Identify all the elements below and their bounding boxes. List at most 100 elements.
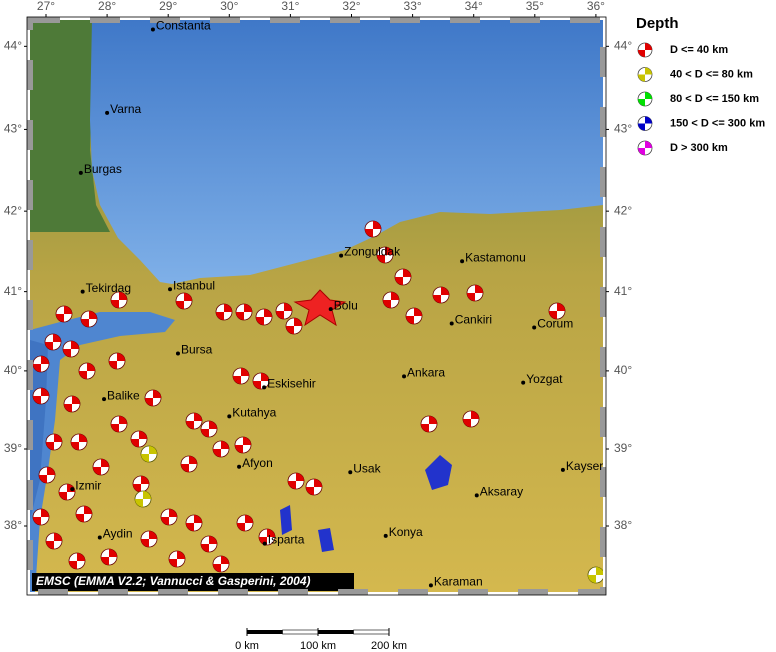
scale-label: 200 km bbox=[371, 640, 407, 652]
city-dot bbox=[97, 535, 102, 540]
beachball bbox=[110, 415, 128, 433]
beachball bbox=[38, 466, 56, 484]
beachball bbox=[200, 420, 218, 438]
city-label: Corum bbox=[537, 317, 573, 331]
city-dot bbox=[449, 321, 454, 326]
scale-segment bbox=[282, 629, 319, 635]
lat-tick-label: 42° bbox=[4, 203, 22, 217]
lat-tick-label: 44° bbox=[4, 38, 22, 52]
city-label: Karaman bbox=[434, 575, 483, 589]
legend-swatch bbox=[638, 43, 652, 57]
city-label: Cankiri bbox=[455, 313, 492, 327]
scale-segment bbox=[247, 630, 283, 634]
lat-tick-label: 39° bbox=[614, 441, 632, 455]
legend-swatch bbox=[638, 67, 652, 82]
beachball bbox=[305, 478, 323, 496]
land-north bbox=[30, 20, 110, 232]
beachball bbox=[144, 389, 162, 407]
city-dot bbox=[175, 351, 180, 356]
beachball bbox=[75, 505, 93, 523]
credit: EMSC (EMMA V2.2; Vannucci & Gasperini, 2… bbox=[36, 574, 311, 588]
city-label: Zonguldak bbox=[344, 245, 401, 259]
city-dot bbox=[383, 533, 388, 538]
beachball bbox=[78, 362, 96, 380]
city-dot bbox=[105, 110, 110, 115]
beachball bbox=[394, 268, 412, 286]
beachball bbox=[45, 433, 63, 451]
city-label: Ankara bbox=[407, 366, 445, 380]
lat-tick-label: 41° bbox=[4, 284, 22, 298]
beachball bbox=[275, 302, 293, 320]
beachball bbox=[364, 220, 382, 238]
black-sea bbox=[90, 20, 603, 284]
beachball bbox=[92, 458, 110, 476]
city-label: Isparta bbox=[268, 533, 305, 547]
lon-tick-label: 30° bbox=[220, 0, 238, 13]
city-label: Constanta bbox=[156, 19, 211, 33]
map-frame bbox=[27, 17, 606, 595]
lon-tick-label: 36° bbox=[587, 0, 605, 13]
beachball bbox=[168, 550, 186, 568]
beachball bbox=[63, 395, 81, 413]
lon-tick-label: 33° bbox=[404, 0, 422, 13]
beachball bbox=[108, 352, 126, 370]
city-label: Istanbul bbox=[173, 278, 215, 292]
city-label: Varna bbox=[110, 102, 141, 116]
lat-tick-label: 43° bbox=[614, 122, 632, 136]
scale-label: 100 km bbox=[300, 640, 336, 652]
beachball bbox=[212, 555, 230, 573]
scale-segment bbox=[318, 630, 354, 634]
beachball bbox=[200, 535, 218, 553]
legend-swatch bbox=[638, 92, 652, 106]
scale-segment bbox=[353, 629, 390, 635]
lon-tick-label: 34° bbox=[465, 0, 483, 13]
beachball bbox=[212, 440, 230, 458]
city-dot bbox=[70, 487, 75, 492]
aegean bbox=[30, 340, 48, 520]
beachball bbox=[405, 307, 423, 325]
beachball bbox=[180, 455, 198, 473]
city-dot bbox=[262, 385, 267, 390]
city-dot bbox=[150, 27, 155, 32]
city-label: Konya bbox=[389, 525, 423, 539]
epicenter-star bbox=[293, 289, 347, 327]
lon-tick-label: 27° bbox=[37, 0, 55, 13]
city-dot bbox=[80, 289, 85, 294]
beachball bbox=[185, 514, 203, 532]
beachball bbox=[134, 490, 152, 508]
beachball bbox=[132, 475, 150, 493]
city-dot bbox=[348, 470, 353, 475]
beachball bbox=[80, 310, 98, 328]
city-label: Burgas bbox=[84, 162, 122, 176]
overlay: Constanta Varna Burgas Zonguldak Kastamonu Te… bbox=[70, 19, 606, 589]
beachball bbox=[420, 415, 438, 433]
lat-tick-label: 38° bbox=[614, 518, 632, 532]
legend-label: 40 < D <= 80 km bbox=[670, 68, 753, 80]
city-dot bbox=[339, 253, 344, 258]
beachball bbox=[44, 333, 62, 351]
city-dot bbox=[262, 541, 267, 546]
legend-swatch bbox=[638, 141, 652, 155]
lon-tick-label: 28° bbox=[98, 0, 116, 13]
city-dot bbox=[474, 493, 479, 498]
beachball bbox=[255, 308, 273, 326]
lon-tick-label: 29° bbox=[159, 0, 177, 13]
lat-tick-label: 39° bbox=[4, 441, 22, 455]
lat-tick-label: 40° bbox=[4, 363, 22, 377]
legend-label: D > 300 km bbox=[670, 142, 728, 154]
city-label: Usak bbox=[353, 461, 381, 475]
beachball bbox=[462, 410, 480, 428]
city-dot bbox=[168, 287, 173, 292]
city-label: Kayseri bbox=[566, 459, 606, 473]
beachball bbox=[62, 340, 80, 358]
beachball bbox=[587, 566, 603, 584]
beachball bbox=[236, 514, 254, 532]
lon-tick-label: 31° bbox=[281, 0, 299, 13]
city-dot bbox=[460, 259, 465, 264]
city-label: Afyon bbox=[242, 456, 273, 470]
beachball bbox=[432, 286, 450, 304]
beachball bbox=[55, 305, 73, 323]
city-label: Eskisehir bbox=[267, 377, 316, 391]
lat-tick-label: 43° bbox=[4, 122, 22, 136]
lat-tick-label: 42° bbox=[614, 203, 632, 217]
